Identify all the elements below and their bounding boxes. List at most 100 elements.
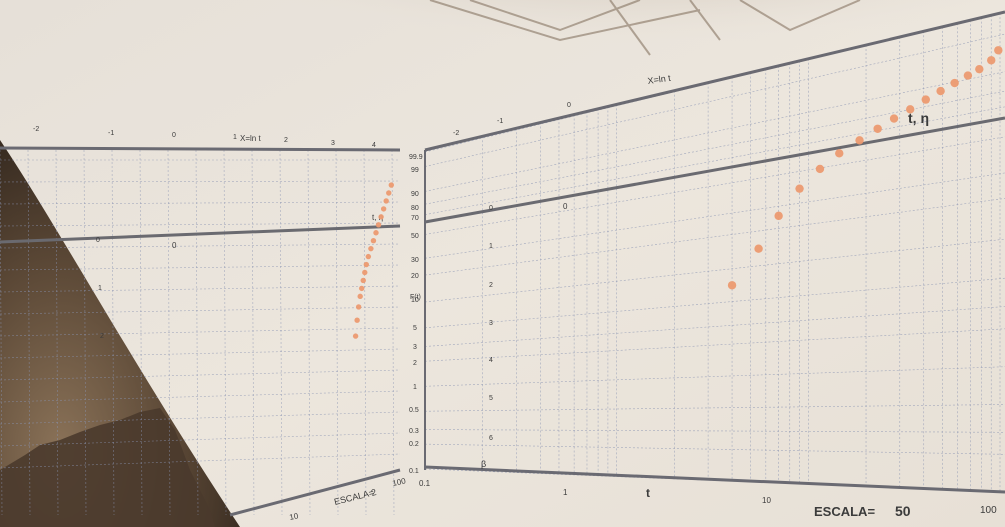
right-y-tick: 2	[413, 360, 417, 367]
left-chart-axes	[0, 146, 401, 517]
right-data-point	[950, 78, 959, 88]
right-grid-hline	[424, 238, 1005, 303]
left-x-tick: 1	[233, 134, 237, 141]
left-x-tick: -1	[108, 130, 114, 137]
right-x-tick: -1	[497, 118, 503, 125]
gear-teeth	[0, 408, 215, 527]
left-data-point	[370, 238, 377, 244]
right-y-tick: 1	[413, 384, 417, 391]
left-x-tick: 2	[284, 137, 288, 144]
left-grid-hline	[0, 306, 401, 315]
left-x-tick: 4	[372, 142, 376, 149]
right-data-point	[815, 164, 825, 174]
left-chart-points	[352, 182, 394, 339]
left-data-point	[388, 182, 394, 188]
right-y-tick: 90	[411, 191, 419, 198]
left-line-label: t, η	[372, 213, 383, 222]
left-grid-hline	[0, 369, 401, 381]
right-grid-hline	[424, 404, 1005, 412]
left-data-point	[380, 206, 387, 212]
left-grid-hline	[0, 222, 401, 227]
right-y-tick: 99.9	[409, 154, 423, 161]
left-grid-hline	[0, 180, 401, 183]
gear-photo-corner	[0, 140, 240, 527]
left-bottom-tick: 10	[289, 511, 300, 522]
left-data-point	[365, 253, 372, 260]
right-scale-label: ESCALA=	[814, 504, 875, 519]
right-x-tick: 0	[567, 102, 571, 109]
right-grid-hline	[424, 33, 1005, 167]
right-chart-axes	[424, 10, 1005, 494]
right-z-tick: 0	[489, 205, 493, 212]
beta-label: β	[481, 459, 486, 469]
right-data-point	[873, 124, 882, 133]
left-grid-hline	[0, 243, 401, 249]
left-x-tick: 0	[172, 132, 176, 139]
right-x-bottom-tick: 0.1	[419, 479, 431, 488]
left-chart-x-ticks: -2 -1 0 1 2 3 4 X=ln t	[33, 126, 376, 149]
left-data-point	[352, 333, 359, 339]
left-grid-vline	[83, 149, 87, 516]
left-grid-vline	[0, 149, 3, 516]
left-grid-vline	[223, 149, 227, 516]
left-data-point	[378, 214, 384, 220]
right-x-axis-title: t	[646, 486, 650, 500]
left-grid-vline	[55, 149, 59, 516]
left-grid-vline	[307, 149, 311, 516]
left-data-point	[357, 293, 363, 300]
right-x-axis-label: X=ln t	[647, 73, 672, 86]
left-z-tick: 2	[100, 333, 104, 340]
left-scale-value: 2	[370, 487, 377, 498]
right-y-tick: 0.5	[409, 407, 419, 414]
left-x-tick: -2	[33, 126, 39, 133]
right-x-bottom-tick: 100	[980, 505, 997, 516]
left-grid-vline	[279, 149, 283, 516]
right-z-tick: 1	[489, 243, 493, 250]
right-grid-hline	[424, 328, 1005, 362]
right-grid-hline	[424, 443, 1005, 455]
right-grid-hline	[424, 306, 1005, 347]
left-chart-grid	[0, 149, 401, 516]
left-data-point	[354, 317, 360, 323]
right-y-tick: 5	[413, 325, 417, 332]
left-data-point	[373, 230, 379, 236]
left-grid-hline	[0, 453, 401, 469]
left-data-point	[363, 261, 370, 268]
left-grid-vline	[335, 149, 339, 516]
left-grid-hline	[0, 285, 401, 293]
right-z-tick: 5	[489, 395, 493, 402]
left-grid-hline	[0, 201, 401, 205]
left-bottom-tick: 100	[392, 476, 407, 488]
right-line-label: t, η	[908, 110, 929, 126]
left-grid-vline	[139, 149, 143, 516]
right-scale-value: 50	[895, 503, 911, 519]
right-z-tick: 4	[489, 357, 493, 364]
right-data-point	[963, 71, 973, 80]
left-data-point	[386, 190, 392, 196]
right-x-bottom-tick: 1	[563, 488, 568, 497]
right-x-bottom-tick: 10	[762, 496, 771, 505]
left-z-tick: 1	[98, 285, 102, 292]
right-y-tick: 30	[411, 257, 419, 264]
right-chart-bottom-ticks: 0.1 1 10 100 t	[419, 479, 997, 516]
right-grid-hline	[424, 172, 1005, 259]
right-data-point	[855, 136, 864, 145]
left-grid-vline	[363, 149, 367, 516]
right-data-point	[994, 46, 1003, 55]
right-data-point	[795, 184, 804, 193]
left-data-point	[362, 269, 368, 276]
background-sketch-strokes	[429, 0, 861, 56]
right-y-tick: 3	[413, 344, 417, 351]
right-y-tick: 50	[411, 233, 419, 240]
right-y-tick: 20	[411, 273, 419, 280]
left-data-point	[359, 285, 365, 292]
left-x-tick: 3	[331, 140, 335, 147]
right-y-axis-label: F(t)	[410, 294, 421, 301]
background-sketch-top	[280, 0, 1000, 105]
right-data-point	[835, 149, 844, 158]
right-data-point	[889, 114, 899, 123]
right-y-tick: 0.3	[409, 428, 419, 435]
left-grid-vline	[27, 149, 31, 516]
right-grid-hline	[424, 277, 1005, 329]
right-z-tick: 6	[489, 435, 493, 442]
